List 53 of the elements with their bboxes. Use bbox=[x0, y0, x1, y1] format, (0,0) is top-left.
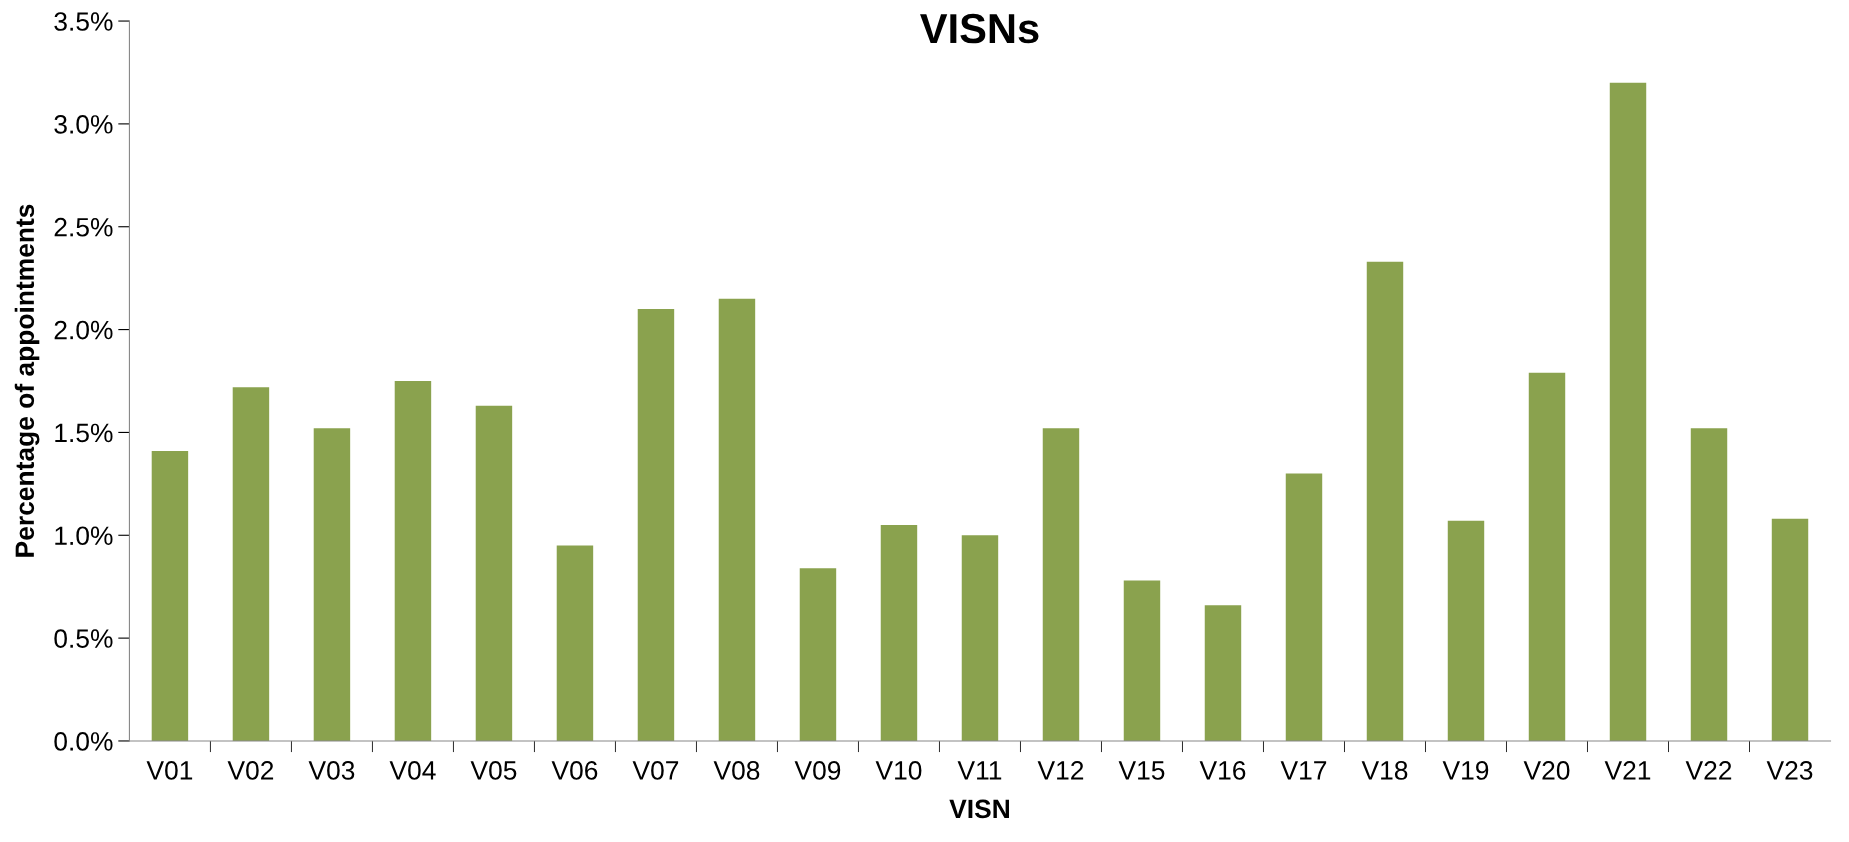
bar bbox=[961, 535, 999, 741]
x-tick-label: V05 bbox=[470, 761, 517, 780]
y-tick-label: 2.5% bbox=[54, 217, 113, 237]
bar bbox=[637, 309, 675, 741]
x-tick-label: V11 bbox=[957, 761, 1002, 780]
x-tick-label: V23 bbox=[1766, 761, 1813, 780]
bar bbox=[880, 524, 918, 741]
x-tick-label: V21 bbox=[1604, 761, 1651, 780]
y-tick-label: 3.0% bbox=[54, 115, 113, 134]
bar bbox=[1690, 428, 1728, 741]
x-tick-label: V18 bbox=[1361, 761, 1408, 780]
x-tick-label: V02 bbox=[227, 761, 274, 780]
y-tick-label: 1.5% bbox=[55, 423, 113, 443]
y-tick-label: 3.5% bbox=[54, 12, 113, 31]
bar bbox=[394, 381, 432, 741]
bar bbox=[1609, 82, 1647, 741]
y-tick-label: 2.0% bbox=[54, 320, 113, 340]
y-tick-label: 0.0% bbox=[54, 732, 113, 751]
chart-title: VISNs bbox=[920, 13, 1039, 44]
x-tick-label: V01 bbox=[146, 761, 193, 780]
bar bbox=[1528, 372, 1566, 741]
bar bbox=[313, 428, 351, 741]
x-tick-label: V09 bbox=[794, 761, 841, 780]
x-tick-label: V17 bbox=[1280, 761, 1327, 780]
x-tick-label: V07 bbox=[632, 761, 679, 780]
y-tick-label: 1.0% bbox=[55, 526, 113, 546]
bar bbox=[1366, 261, 1404, 741]
bar bbox=[556, 545, 594, 741]
x-tick-label: V12 bbox=[1037, 761, 1084, 780]
bar bbox=[1204, 605, 1242, 741]
bar bbox=[1771, 518, 1809, 741]
x-tick-label: V19 bbox=[1442, 761, 1489, 780]
bar bbox=[1123, 580, 1161, 741]
bar bbox=[151, 450, 189, 741]
bar bbox=[1285, 473, 1323, 741]
x-tick-label: V08 bbox=[713, 761, 760, 780]
y-tick-label: 0.5% bbox=[54, 629, 113, 648]
bar bbox=[232, 387, 270, 741]
x-tick-label: V04 bbox=[389, 761, 436, 780]
bar bbox=[475, 405, 513, 741]
x-tick-label: V15 bbox=[1118, 761, 1165, 780]
bar bbox=[1042, 428, 1080, 741]
x-tick-label: V10 bbox=[875, 761, 922, 780]
bar bbox=[718, 298, 756, 741]
x-tick-label: V20 bbox=[1523, 761, 1570, 780]
x-axis-title: VISN bbox=[949, 799, 1009, 819]
x-tick-label: V06 bbox=[551, 761, 598, 780]
x-tick-label: V22 bbox=[1685, 761, 1732, 780]
x-tick-label: V03 bbox=[308, 761, 355, 780]
bar bbox=[1447, 520, 1485, 741]
bar bbox=[799, 568, 837, 741]
x-tick-label: V16 bbox=[1199, 761, 1246, 780]
y-axis-title: Percentage of appointments bbox=[14, 204, 40, 557]
